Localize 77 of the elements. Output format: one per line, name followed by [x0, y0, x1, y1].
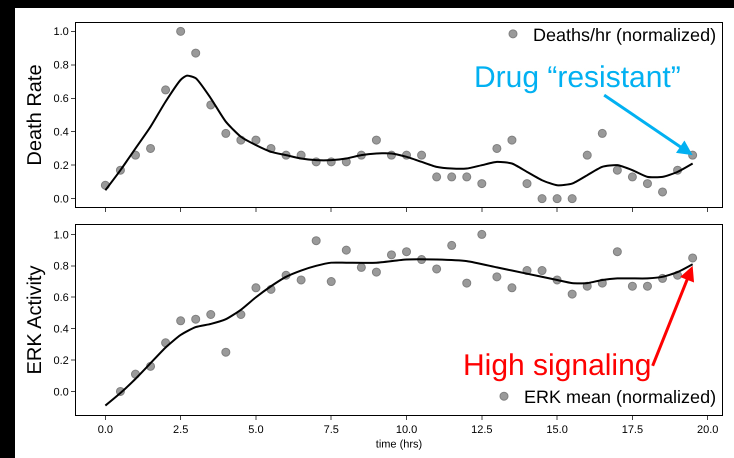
annotation: Drug “resistant” — [474, 61, 681, 94]
x-tick-label: 2.5 — [173, 424, 188, 436]
point — [447, 172, 456, 182]
x-axis-title: time (hrs) — [376, 438, 422, 450]
point — [642, 282, 652, 291]
point — [251, 136, 260, 145]
point — [507, 136, 516, 145]
point — [326, 277, 336, 286]
point — [146, 144, 156, 153]
x-tick-label: 5.0 — [248, 424, 264, 436]
point — [477, 179, 486, 188]
point — [462, 278, 472, 288]
point — [552, 194, 562, 204]
x-tick-label: 17.5 — [622, 424, 644, 436]
x-tick-label: 0.0 — [98, 424, 114, 436]
point — [598, 128, 607, 138]
point — [191, 48, 200, 58]
annotation: High signaling — [463, 349, 652, 382]
point — [176, 316, 186, 326]
y-tick-label: 0.0 — [54, 386, 69, 398]
point — [312, 236, 321, 246]
point — [342, 246, 351, 255]
point — [432, 172, 442, 182]
point — [462, 172, 472, 182]
point — [402, 247, 412, 256]
point — [538, 194, 547, 204]
point — [507, 283, 516, 292]
point — [372, 136, 381, 145]
point — [432, 264, 442, 274]
point — [417, 150, 426, 160]
y-tick-label: 0.8 — [54, 60, 69, 72]
point — [612, 247, 622, 256]
x-tick-label: 10.0 — [396, 424, 418, 436]
y-tick-label: 1.0 — [54, 229, 69, 242]
y-axis-title: ERK Activity — [24, 266, 46, 374]
point — [251, 283, 260, 292]
y-tick-label: 0.6 — [54, 93, 69, 106]
point — [176, 26, 186, 36]
point — [296, 275, 306, 284]
y-tick-label: 0.4 — [54, 126, 69, 139]
point — [161, 85, 170, 94]
point — [522, 179, 532, 188]
x-tick-label: 15.0 — [546, 424, 568, 436]
point — [688, 253, 698, 262]
point — [477, 230, 486, 239]
point — [582, 150, 592, 160]
point — [568, 194, 577, 204]
point — [568, 290, 577, 299]
point — [206, 310, 216, 319]
x-tick-label: 20.0 — [696, 424, 718, 436]
y-tick-label: 0.2 — [54, 160, 69, 172]
point — [492, 272, 502, 282]
y-tick-label: 0.6 — [54, 292, 69, 304]
x-tick-label: 7.5 — [324, 424, 339, 436]
y-axis-title: Death Rate — [24, 64, 46, 166]
point — [492, 144, 502, 153]
x-tick-label: 12.5 — [471, 424, 493, 436]
point — [612, 166, 622, 175]
y-tick-label: 0.2 — [54, 354, 69, 367]
y-tick-label: 0.4 — [54, 323, 69, 336]
point — [386, 250, 396, 260]
y-tick-label: 0.8 — [54, 260, 69, 273]
point — [628, 282, 637, 291]
point — [447, 240, 456, 250]
point — [221, 128, 230, 138]
point — [372, 268, 381, 277]
point — [356, 262, 366, 272]
point — [658, 187, 668, 196]
point — [191, 314, 200, 324]
y-tick-label: 0.0 — [54, 193, 69, 206]
legend-label: ERK mean (normalized) — [524, 387, 716, 408]
y-tick-label: 1.0 — [54, 26, 69, 38]
point — [221, 348, 230, 357]
point — [538, 266, 547, 276]
point — [642, 179, 652, 188]
point — [628, 172, 637, 182]
legend-label: Deaths/hr (normalized) — [533, 24, 716, 45]
